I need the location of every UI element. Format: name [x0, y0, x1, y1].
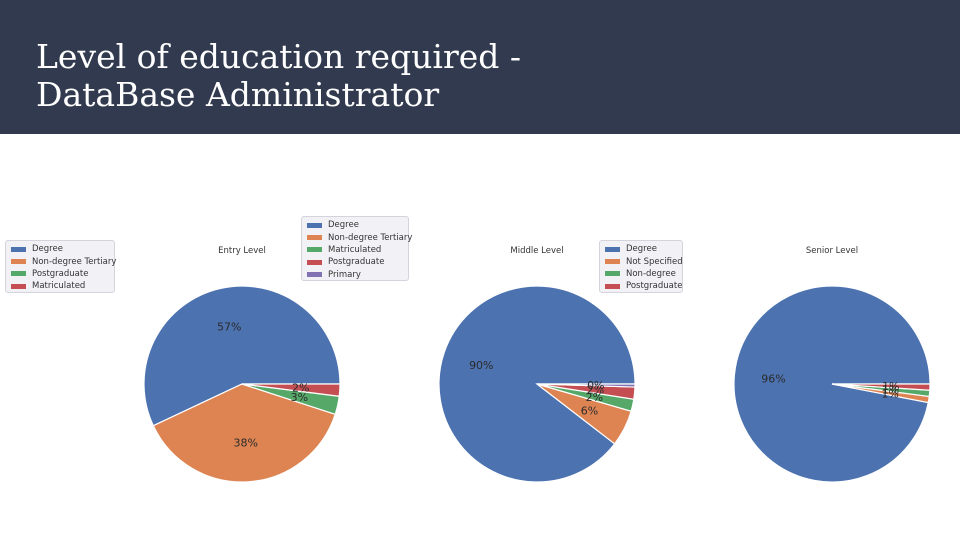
legend-item: Primary	[307, 269, 403, 281]
pie-percent-label: 1%	[882, 384, 899, 397]
pie-percent-label: 2%	[292, 382, 309, 395]
pie-percent-label: 96%	[761, 372, 785, 385]
pie-slice-non-degree-tertiary	[152, 383, 336, 483]
legend-item: Degree	[11, 243, 109, 255]
legend-label: Degree	[626, 244, 657, 255]
legend-item: Not Specified	[605, 255, 683, 267]
pie-percent-label: 38%	[233, 437, 257, 450]
legend-swatch	[307, 235, 322, 241]
legend-swatch	[11, 271, 26, 277]
pie-percent-label: 2%	[587, 384, 604, 397]
legend-label: Postgraduate	[626, 281, 683, 292]
legend-item: Non-degree Tertiary	[11, 255, 116, 267]
pie-percent-label: 0%	[587, 379, 604, 392]
legend-swatch	[605, 271, 620, 277]
pie-percent-label: 1%	[882, 380, 899, 393]
legend-swatch	[11, 259, 26, 265]
legend-item: Degree	[605, 243, 677, 255]
chart-title: Entry Level	[218, 246, 266, 256]
legend-label: Non-degree Tertiary	[328, 232, 413, 243]
legend-swatch	[11, 283, 26, 289]
legend-label: Degree	[32, 244, 63, 255]
legend-item: Degree	[307, 219, 403, 231]
slide-title-line-2: DataBase Administrator	[36, 75, 440, 114]
legend-swatch	[605, 283, 620, 289]
pie-slice-degree	[143, 285, 341, 427]
senior-legend: Degree Not Specified Non-degree Postgrad…	[599, 240, 683, 293]
legend-item: Non-degree Tertiary	[307, 231, 412, 243]
legend-label: Primary	[328, 269, 361, 280]
pie-percent-label: 1%	[881, 387, 898, 400]
legend-swatch	[11, 246, 26, 252]
legend-item: Postgraduate	[307, 256, 403, 268]
pie-slice-postgraduate	[831, 383, 931, 391]
legend-label: Matriculated	[32, 281, 86, 292]
pie-percent-label: 2%	[586, 391, 603, 404]
chart-title: Middle Level	[510, 246, 563, 256]
legend-swatch	[605, 259, 620, 265]
pie-percent-label: 90%	[469, 359, 493, 372]
slide-title: Level of education required - DataBase A…	[36, 38, 736, 114]
pie-percent-label: 6%	[581, 405, 598, 418]
legend-label: Matriculated	[328, 244, 382, 255]
entry-legend: Degree Non-degree Tertiary Postgraduate …	[5, 240, 116, 293]
middle-legend: Degree Non-degree Tertiary Matriculated …	[301, 216, 412, 281]
legend-swatch	[605, 246, 620, 252]
legend-item: Matriculated	[11, 280, 109, 292]
legend-swatch	[307, 259, 322, 265]
legend-swatch	[307, 222, 322, 228]
legend-swatch	[307, 272, 322, 278]
legend-item: Non-degree	[605, 268, 677, 280]
pie-percent-label: 57%	[217, 321, 241, 334]
legend-label: Degree	[328, 220, 359, 231]
title-bar: Level of education required - DataBase A…	[0, 0, 960, 134]
legend-label: Postgraduate	[328, 257, 385, 268]
pie-percent-label: 3%	[291, 391, 308, 404]
legend-label: Non-degree	[626, 268, 676, 279]
pie-slice-matriculated	[241, 383, 341, 397]
pie-slice-primary	[536, 383, 636, 388]
legend-label: Postgraduate	[32, 268, 89, 279]
legend-item: Postgraduate	[11, 268, 109, 280]
legend-item: Matriculated	[307, 244, 403, 256]
legend-label: Non-degree Tertiary	[32, 256, 117, 267]
slide-title-line-1: Level of education required -	[36, 37, 522, 76]
pie-slice-degree	[438, 285, 636, 483]
chart-title: Senior Level	[806, 246, 858, 256]
legend-swatch	[307, 247, 322, 253]
legend-item: Postgraduate	[605, 280, 682, 292]
legend-label: Not Specified	[626, 256, 683, 267]
